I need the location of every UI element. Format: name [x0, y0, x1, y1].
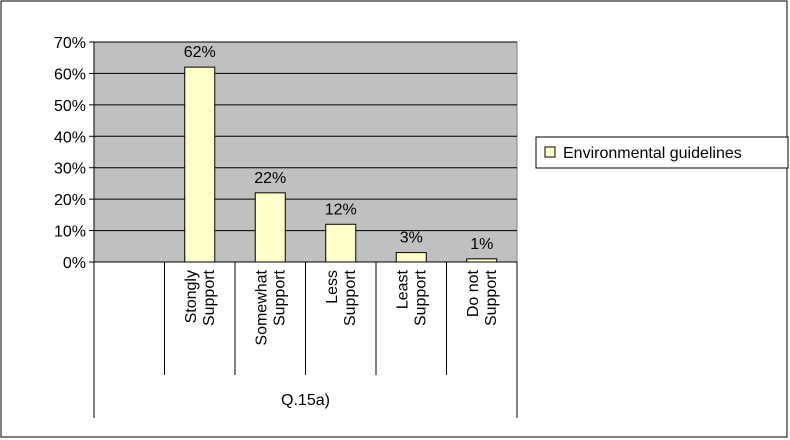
x-axis-title: Q.15a) [281, 392, 330, 409]
category-label: LessSupport [324, 269, 359, 326]
legend-label-environmental-guidelines: Environmental guidelines [563, 145, 742, 162]
data-label: 62% [184, 44, 216, 61]
bar [395, 252, 427, 263]
data-labels: 62% 22% 12% 3% 1% [184, 44, 494, 253]
y-tick-label: 70% [54, 35, 86, 52]
legend-box [535, 136, 789, 169]
bar [325, 223, 357, 263]
category-label-line: Do not [465, 269, 482, 317]
legend: Environmental guidelines [535, 136, 789, 169]
legend-swatch [544, 146, 556, 158]
y-tick-label: 40% [54, 129, 86, 146]
category-label-line: Least [394, 269, 411, 309]
category-label: Do notSupport [465, 269, 500, 326]
category-label-line: Support [342, 269, 359, 326]
bar [254, 192, 286, 263]
category-label: StonglySupport [183, 269, 218, 326]
category-label: LeastSupport [394, 269, 429, 326]
data-label: 22% [254, 170, 286, 187]
category-label-line: Stongly [183, 270, 200, 323]
plot-area [93, 41, 518, 263]
y-tick-label: 20% [54, 192, 86, 209]
bar [184, 66, 216, 263]
category-label-line: Support [412, 269, 429, 326]
category-label-line: Support [201, 269, 218, 326]
category-label-line: Somewhat [253, 269, 270, 345]
category-label-line: Support [483, 269, 500, 326]
y-tick-label: 60% [54, 66, 86, 83]
data-label: 1% [470, 236, 493, 253]
category-label-line: Support [271, 269, 288, 326]
category-label: SomewhatSupport [253, 269, 288, 345]
category-label-line: Less [324, 270, 341, 304]
y-tick-label: 30% [54, 161, 86, 178]
gridlines [94, 41, 517, 232]
data-label: 3% [400, 230, 423, 247]
axes [93, 42, 517, 263]
y-tick-label: 10% [54, 224, 86, 241]
y-tick-label: 0% [63, 255, 86, 272]
category-table: StonglySupport SomewhatSupport LessSupport… [93, 262, 518, 418]
bars [184, 66, 498, 263]
y-tick-label: 50% [54, 98, 86, 115]
data-label: 12% [325, 201, 357, 218]
y-axis-ticks: 0% 10% 20% 30% 40% 50% 60% 70% [54, 35, 94, 272]
